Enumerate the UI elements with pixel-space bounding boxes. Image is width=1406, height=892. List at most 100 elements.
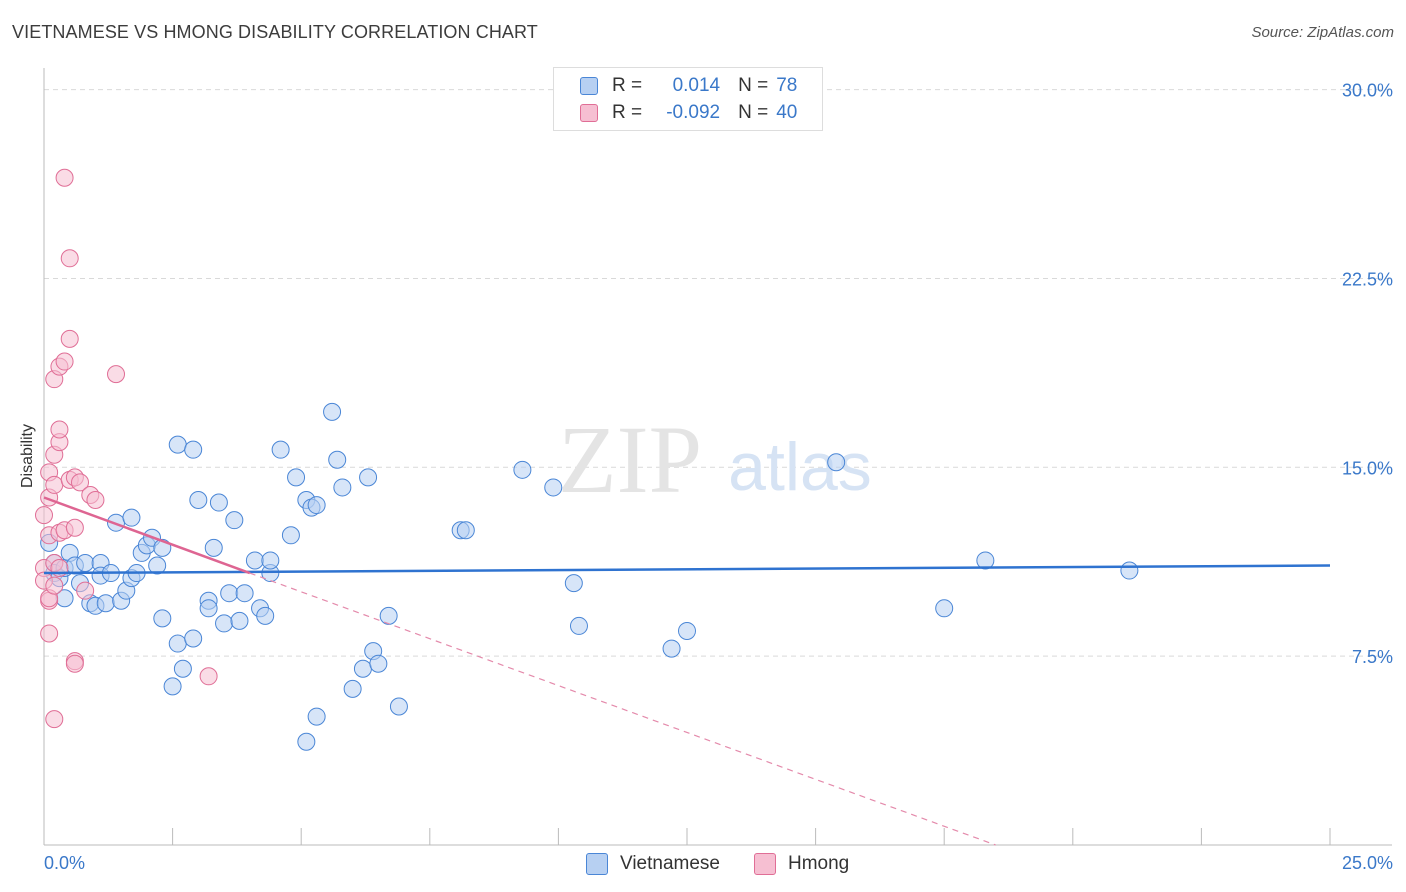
- vietnamese-point: [256, 606, 275, 625]
- hmong-swatch: [754, 853, 776, 875]
- hmong-trend-line: [43, 496, 251, 575]
- hmong-point: [45, 576, 64, 595]
- vietnamese-point: [456, 521, 475, 540]
- vietnamese-point: [184, 629, 203, 648]
- legend-r-label: R =: [612, 75, 643, 96]
- vietnamese-point: [163, 677, 182, 696]
- hmong-point: [76, 581, 95, 600]
- vietnamese-point: [678, 621, 696, 640]
- hmong-trend-extension: [249, 572, 996, 846]
- vietnamese-point: [379, 606, 398, 625]
- hmong-point: [107, 365, 126, 384]
- vietnamese-point: [153, 609, 172, 628]
- vietnamese-point: [389, 697, 408, 716]
- vietnamese-point: [230, 611, 249, 630]
- legend-box: R = 0.014 N = 78 R = -0.092 N = 40: [553, 67, 823, 131]
- vietnamese-point: [333, 478, 352, 497]
- trend-lines: [43, 496, 1331, 846]
- hmong-point: [50, 420, 69, 439]
- vietnamese-point: [935, 599, 954, 618]
- vietnamese-point: [184, 440, 203, 459]
- vietnamese-point: [976, 551, 995, 570]
- vietnamese-point: [827, 453, 846, 472]
- hmong-point: [55, 352, 74, 371]
- source-label: Source: ZipAtlas.com: [1251, 24, 1394, 41]
- vietnamese-point: [189, 491, 208, 510]
- vietnamese-point: [96, 594, 115, 613]
- axes: [43, 68, 1392, 846]
- vietnamese-point: [76, 553, 95, 572]
- x-tick-label: 0.0%: [44, 853, 85, 873]
- vietnamese-point: [307, 707, 326, 726]
- vietnamese-point: [235, 584, 254, 603]
- vietnamese-point: [662, 639, 681, 658]
- hmong-point: [55, 168, 74, 187]
- y-tick-label: 15.0%: [1342, 458, 1393, 478]
- vietnamese-point: [173, 659, 192, 678]
- hmong-point: [71, 473, 90, 492]
- vietnamese-trend-line: [43, 564, 1331, 575]
- watermark-zip: ZIP: [558, 406, 702, 513]
- vietnamese-point: [569, 616, 588, 635]
- watermark-atlas: atlas: [728, 429, 872, 505]
- watermark: ZIP atlas: [558, 406, 872, 513]
- vietnamese-point: [148, 556, 167, 575]
- legend-label-hmong: Hmong: [788, 853, 850, 874]
- vietnamese-swatch: [586, 853, 608, 875]
- legend-n-value: 40: [776, 102, 798, 123]
- hmong-point: [65, 518, 84, 537]
- hmong-point: [45, 475, 64, 494]
- vietnamese-point: [1120, 561, 1139, 580]
- y-tick-label: 7.5%: [1352, 647, 1393, 667]
- hmong-point: [40, 624, 59, 643]
- vietnamese-swatch: [580, 77, 598, 95]
- hmong-point: [60, 329, 79, 348]
- vietnamese-point: [287, 468, 306, 487]
- legend-row-hmong: R = -0.092 N = 40: [580, 100, 797, 126]
- bottom-legend: Vietnamese Hmong: [586, 852, 883, 876]
- vietnamese-point: [323, 402, 342, 421]
- vietnamese-point: [209, 493, 228, 512]
- vietnamese-point: [225, 511, 244, 530]
- vietnamese-point: [199, 599, 218, 618]
- vietnamese-point: [281, 526, 300, 545]
- vietnamese-point: [328, 450, 347, 469]
- hmong-point: [60, 249, 79, 268]
- bottom-legend-hmong: Hmong: [754, 853, 849, 875]
- vietnamese-point: [168, 435, 187, 454]
- legend-n-label: N =: [738, 75, 769, 96]
- legend-n-label: N =: [738, 102, 769, 123]
- vietnamese-point: [369, 654, 388, 673]
- legend-label-vietnamese: Vietnamese: [620, 853, 720, 874]
- legend-r-value: 0.014: [672, 75, 721, 96]
- hmong-point: [65, 654, 84, 673]
- vietnamese-point: [307, 496, 326, 515]
- vietnamese-point: [513, 460, 532, 479]
- chart-title: VIETNAMESE VS HMONG DISABILITY CORRELATI…: [12, 22, 538, 42]
- y-tick-label: 30.0%: [1342, 81, 1393, 101]
- vietnamese-point: [168, 634, 187, 653]
- vietnamese-point: [271, 440, 290, 459]
- vietnamese-point: [261, 551, 280, 570]
- legend-row-vietnamese: R = 0.014 N = 78: [580, 73, 797, 99]
- vietnamese-point: [353, 659, 372, 678]
- hmong-point: [45, 710, 64, 729]
- legend-r-label: R =: [612, 102, 643, 123]
- legend-n-value: 78: [776, 75, 798, 96]
- vietnamese-point: [122, 508, 141, 527]
- vietnamese-point: [215, 614, 234, 633]
- vietnamese-point: [564, 574, 583, 593]
- vietnamese-point: [220, 584, 239, 603]
- vietnamese-point: [297, 732, 316, 751]
- vietnamese-point: [544, 478, 563, 497]
- tick-labels: 7.5% 15.0% 22.5% 30.0% 0.0% 25.0%: [44, 81, 1393, 873]
- hmong-point: [199, 667, 218, 686]
- bottom-legend-vietnamese: Vietnamese: [586, 853, 720, 875]
- vietnamese-point: [359, 468, 378, 487]
- vietnamese-point: [343, 679, 362, 698]
- vietnamese-point: [245, 551, 264, 570]
- x-tick-label: 25.0%: [1342, 853, 1393, 873]
- hmong-point: [35, 506, 53, 525]
- hmong-point: [86, 491, 105, 510]
